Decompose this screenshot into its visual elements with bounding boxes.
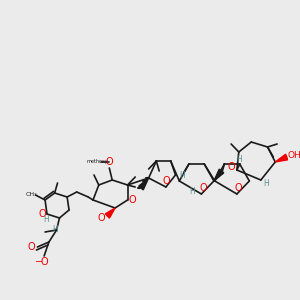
Text: O: O: [227, 162, 235, 172]
Text: OH: OH: [287, 152, 300, 160]
Polygon shape: [275, 154, 288, 162]
Text: H: H: [179, 170, 185, 179]
Text: −: −: [35, 257, 44, 267]
Text: CH₃: CH₃: [26, 191, 38, 196]
Text: O: O: [106, 157, 113, 167]
Text: O: O: [162, 176, 170, 186]
Text: H: H: [52, 224, 58, 233]
Text: H: H: [236, 155, 242, 164]
Text: O: O: [40, 257, 48, 267]
Text: H: H: [263, 178, 268, 188]
Text: O: O: [235, 183, 243, 193]
Text: O: O: [98, 213, 106, 223]
Polygon shape: [139, 178, 148, 190]
Text: O: O: [28, 242, 35, 252]
Text: O: O: [200, 183, 207, 193]
Text: methoxy: methoxy: [86, 160, 108, 164]
Polygon shape: [105, 208, 115, 218]
Polygon shape: [214, 169, 224, 181]
Text: H: H: [189, 188, 195, 196]
Text: H: H: [43, 214, 49, 224]
Text: O: O: [38, 209, 46, 219]
Text: O: O: [128, 195, 136, 205]
